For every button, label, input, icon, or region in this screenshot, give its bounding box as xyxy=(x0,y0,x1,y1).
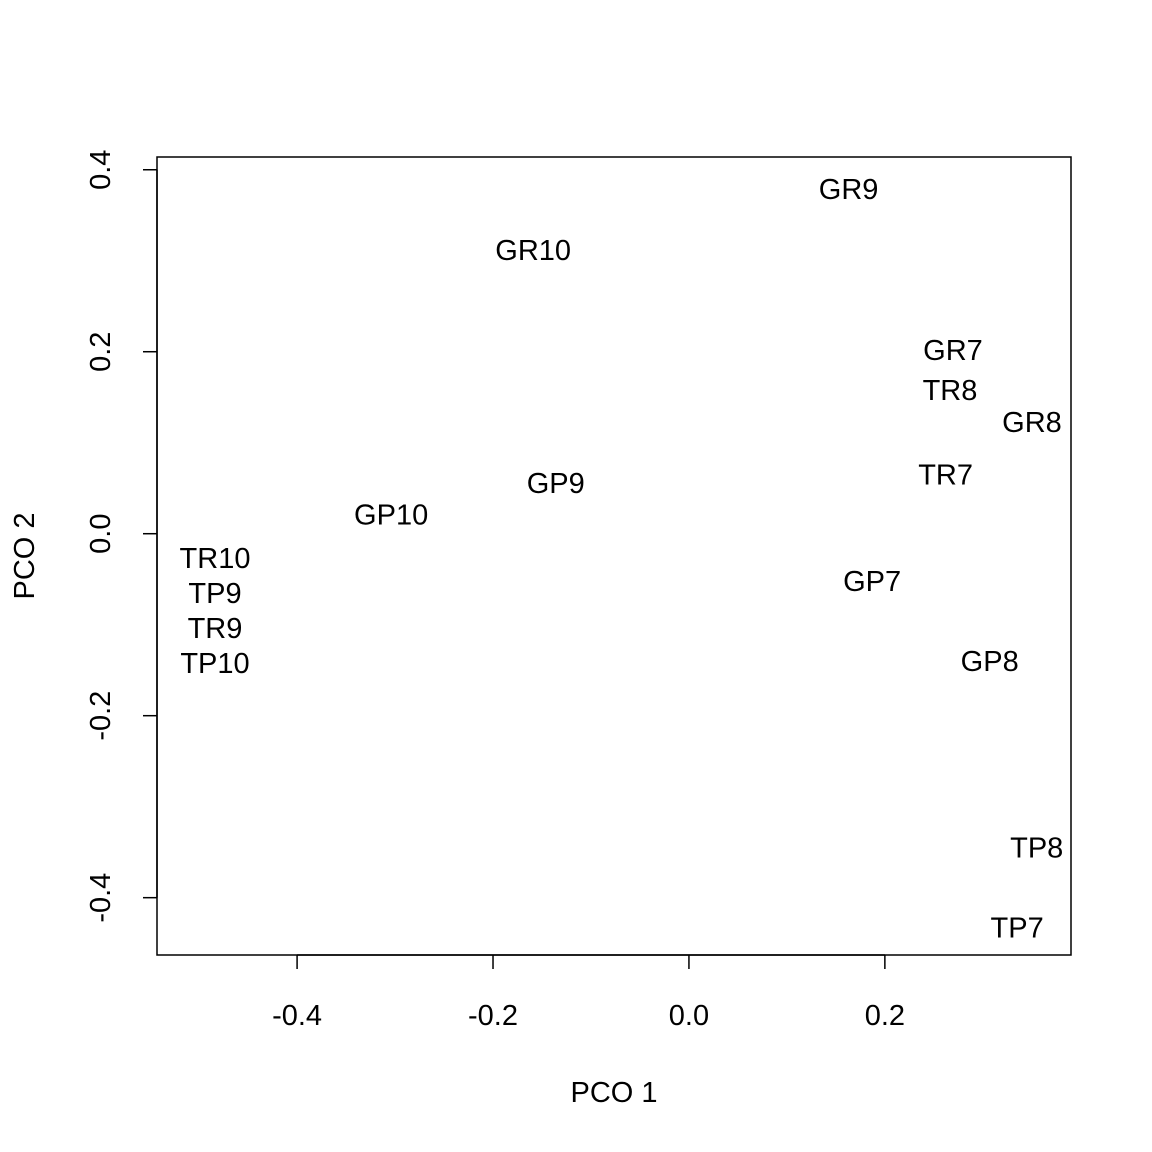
y-tick-label: -0.2 xyxy=(85,691,117,741)
point-label-gr8: GR8 xyxy=(1002,407,1062,439)
y-axis: -0.4 -0.2 0.0 0.2 0.4 xyxy=(85,150,158,923)
y-tick-label: -0.4 xyxy=(85,873,117,923)
x-tick-label: 0.2 xyxy=(865,1000,905,1032)
point-label-tp7: TP7 xyxy=(991,913,1044,945)
y-tick-label: 0.2 xyxy=(85,332,117,372)
point-label-gr10: GR10 xyxy=(495,235,571,267)
point-label-tp10: TP10 xyxy=(180,648,249,680)
point-label-gr7: GR7 xyxy=(923,335,983,367)
y-tick-label: 0.4 xyxy=(85,150,117,190)
point-label-gp9: GP9 xyxy=(527,468,585,500)
x-tick-label: 0.0 xyxy=(669,1000,709,1032)
point-label-gp8: GP8 xyxy=(961,646,1019,678)
x-axis-label: PCO 1 xyxy=(570,1077,657,1109)
y-tick-label: 0.0 xyxy=(85,514,117,554)
point-label-tr8: TR8 xyxy=(923,375,978,407)
plot-frame xyxy=(156,156,1072,956)
point-label-gp7: GP7 xyxy=(843,566,901,598)
point-label-tr10: TR10 xyxy=(180,543,251,575)
point-label-tp8: TP8 xyxy=(1010,833,1063,865)
x-tick-label: -0.4 xyxy=(272,1000,322,1032)
point-labels: GR9 GR10 GR7 TR8 GR8 TR7 GP9 GP10 TR10TP9TR9TP10… xyxy=(180,174,1064,945)
point-label-tp9: TP9 xyxy=(188,578,241,610)
point-label-tr7: TR7 xyxy=(918,460,973,492)
x-axis: -0.4 -0.2 0.0 0.2 xyxy=(272,954,905,1032)
y-axis-label: PCO 2 xyxy=(9,512,41,599)
point-label-gp10: GP10 xyxy=(354,500,428,532)
point-label-tr9: TR9 xyxy=(188,613,243,645)
x-tick-label: -0.2 xyxy=(468,1000,518,1032)
point-label-gr9: GR9 xyxy=(819,174,879,206)
